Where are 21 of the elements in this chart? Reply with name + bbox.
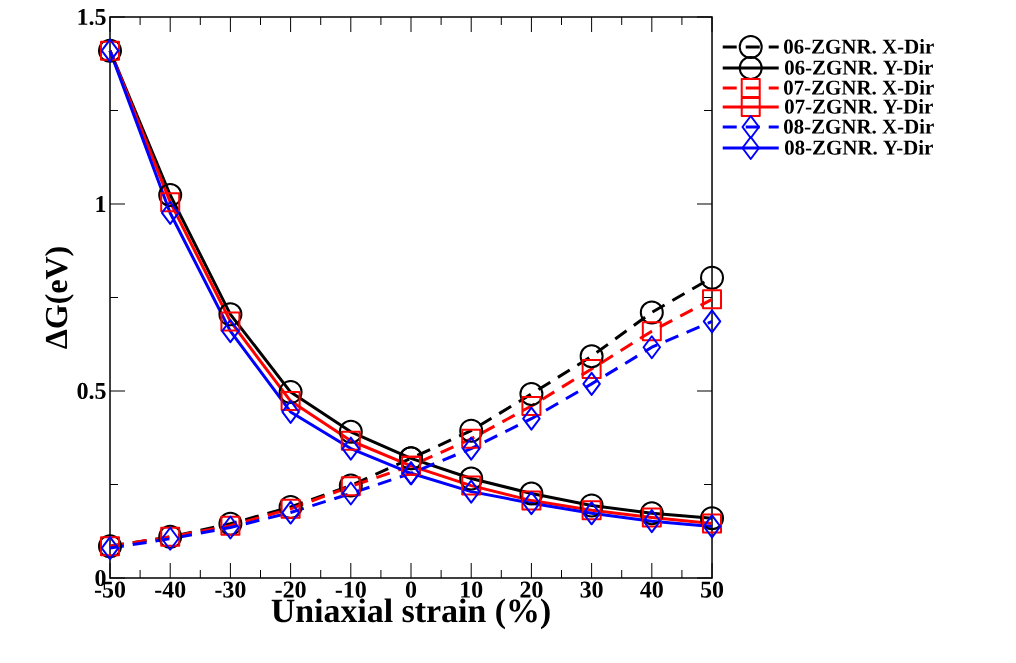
x-tick-label: 0 bbox=[405, 581, 417, 598]
legend-label: 08-ZGNR. X-Dir bbox=[784, 119, 934, 134]
x-tick-label: 20 bbox=[520, 581, 543, 598]
y-tick-label: 1 bbox=[96, 196, 106, 212]
y-tick-label: 1.5 bbox=[78, 8, 106, 26]
legend-label: 08-ZGNR. Y-Dir bbox=[784, 140, 933, 155]
legend-label: 06-ZGNR. Y-Dir bbox=[784, 60, 933, 75]
x-tick-label: -40 bbox=[155, 581, 186, 598]
y-tick-label: 0.5 bbox=[77, 382, 106, 400]
x-tick-label: 50 bbox=[701, 581, 724, 598]
x-tick-label: 10 bbox=[461, 581, 483, 598]
x-tick-label: 30 bbox=[580, 581, 603, 598]
legend-label: 07-ZGNR. Y-Dir bbox=[784, 99, 933, 114]
legend-label: 06-ZGNR. X-Dir bbox=[784, 39, 934, 54]
x-tick-label: -20 bbox=[275, 581, 306, 598]
x-tick-label: 40 bbox=[640, 581, 663, 598]
x-tick-label: -30 bbox=[215, 581, 246, 598]
x-axis-title: Uniaxial strain (%) bbox=[271, 598, 550, 630]
y-axis-title: ΔG(eV) bbox=[44, 247, 74, 349]
x-tick-label: -10 bbox=[335, 581, 366, 598]
legend-label: 07-ZGNR. X-Dir bbox=[784, 80, 934, 95]
